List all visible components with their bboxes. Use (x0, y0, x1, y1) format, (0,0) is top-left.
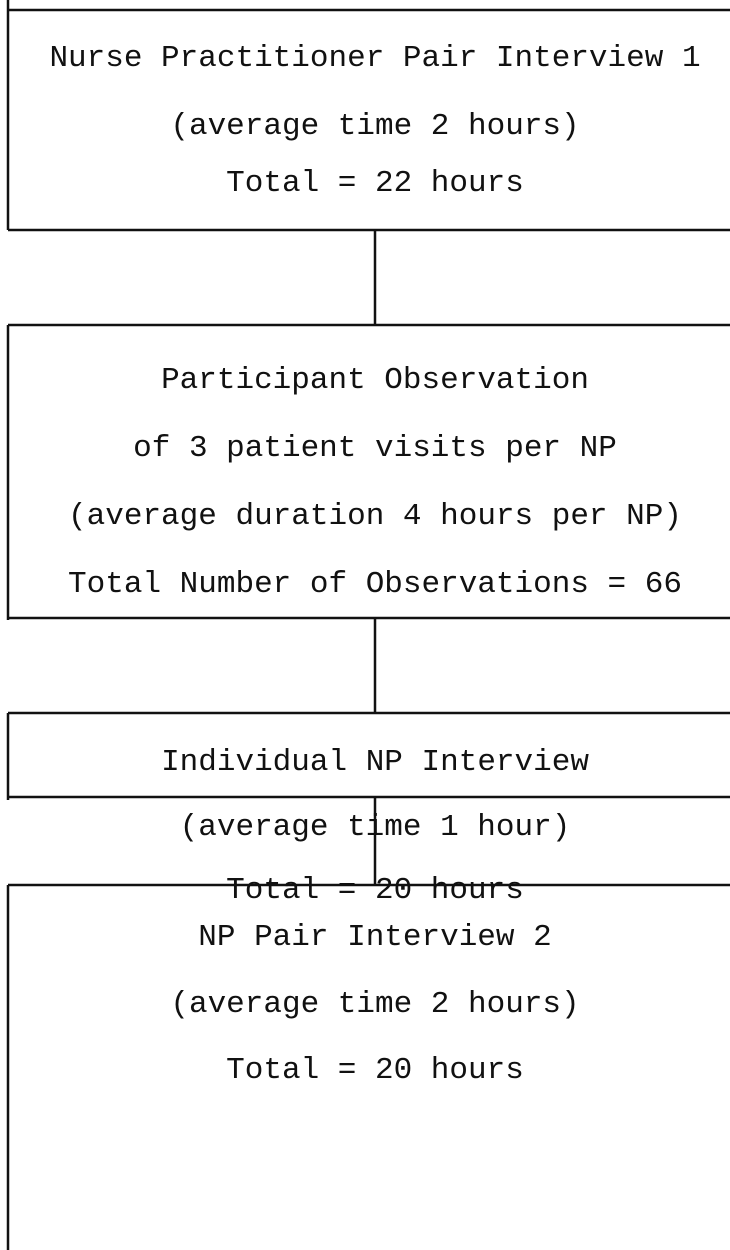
box-text: (average time 2 hours) (170, 109, 579, 144)
box-text: Total Number of Observations = 66 (68, 567, 682, 602)
box-text: Nurse Practitioner Pair Interview 1 (49, 41, 700, 76)
box-4: NP Pair Interview 2 (average time 2 hour… (6, 883, 730, 1250)
box-2: Participant Observation of 3 patient vis… (6, 323, 730, 620)
box-text: (average duration 4 hours per NP) (68, 499, 682, 534)
box-text: Individual NP Interview (161, 745, 589, 780)
box-3: Individual NP Interview (average time 1 … (6, 711, 730, 908)
box-text: Participant Observation (161, 363, 589, 398)
box-text: Total = 20 hours (226, 1053, 524, 1088)
box-text: of 3 patient visits per NP (133, 431, 617, 466)
box-text: NP Pair Interview 2 (198, 920, 551, 955)
box-text: Total = 22 hours (226, 166, 524, 201)
box-1: Nurse Practitioner Pair Interview 1 (ave… (6, 0, 730, 232)
box-text: (average time 2 hours) (170, 987, 579, 1022)
